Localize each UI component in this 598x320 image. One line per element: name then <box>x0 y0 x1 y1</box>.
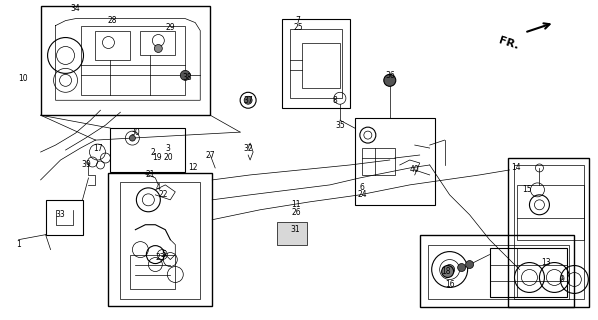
Text: 24: 24 <box>357 190 367 199</box>
Text: 29: 29 <box>166 23 175 32</box>
Circle shape <box>384 74 396 86</box>
Bar <box>45 200 83 235</box>
Text: 8: 8 <box>332 96 337 105</box>
Circle shape <box>442 266 454 277</box>
Text: 40: 40 <box>410 165 420 174</box>
Text: 7: 7 <box>295 16 300 25</box>
Text: 35: 35 <box>335 121 345 130</box>
Circle shape <box>466 260 474 268</box>
Text: 15: 15 <box>523 185 532 194</box>
Bar <box>96 31 130 60</box>
Text: 20: 20 <box>163 153 173 162</box>
Bar <box>41 6 210 115</box>
Circle shape <box>180 70 190 80</box>
Text: 12: 12 <box>188 164 198 172</box>
Bar <box>81 26 185 95</box>
Circle shape <box>445 265 454 275</box>
Bar <box>290 28 342 98</box>
Text: 23: 23 <box>155 253 165 262</box>
Bar <box>355 118 435 205</box>
Text: 28: 28 <box>108 16 117 25</box>
Text: 17: 17 <box>94 144 103 153</box>
Bar <box>302 43 340 88</box>
Text: 36: 36 <box>385 71 395 80</box>
Text: 21: 21 <box>145 171 155 180</box>
Bar <box>120 182 200 300</box>
Bar <box>141 31 175 55</box>
Text: 22: 22 <box>158 190 168 199</box>
Text: 6: 6 <box>359 183 364 192</box>
Text: 5: 5 <box>161 250 166 259</box>
Text: 1: 1 <box>16 240 21 249</box>
Text: FR.: FR. <box>497 36 520 52</box>
Text: 14: 14 <box>512 164 521 172</box>
Bar <box>517 185 584 240</box>
Text: 9: 9 <box>560 275 565 284</box>
Bar <box>277 222 307 244</box>
Bar <box>362 148 395 175</box>
Circle shape <box>244 96 252 104</box>
Text: 4: 4 <box>156 183 161 192</box>
Bar <box>490 248 568 297</box>
Bar <box>111 128 185 172</box>
Circle shape <box>154 44 162 52</box>
Text: 37: 37 <box>243 96 253 105</box>
Bar <box>130 255 175 289</box>
Text: 19: 19 <box>152 153 162 162</box>
Circle shape <box>129 135 135 141</box>
Text: 33: 33 <box>56 210 65 219</box>
Text: 30: 30 <box>130 128 141 137</box>
Text: 18: 18 <box>441 267 450 276</box>
Bar <box>282 19 350 108</box>
Text: 2: 2 <box>151 148 155 156</box>
Text: 25: 25 <box>293 23 303 32</box>
Bar <box>428 244 569 300</box>
Text: 11: 11 <box>291 200 301 209</box>
Text: 34: 34 <box>71 4 80 13</box>
Bar <box>514 165 584 300</box>
Text: 13: 13 <box>542 258 551 267</box>
Text: 10: 10 <box>18 74 28 83</box>
Text: 32: 32 <box>243 144 253 153</box>
Text: 39: 39 <box>81 160 91 170</box>
Text: 16: 16 <box>445 280 454 289</box>
Text: 3: 3 <box>166 144 171 153</box>
Circle shape <box>457 264 466 271</box>
Bar <box>108 173 212 306</box>
Text: 26: 26 <box>291 208 301 217</box>
Bar <box>508 158 589 307</box>
Text: 38: 38 <box>182 73 192 82</box>
Text: 31: 31 <box>290 225 300 234</box>
Text: 27: 27 <box>205 150 215 160</box>
Bar <box>420 235 574 307</box>
